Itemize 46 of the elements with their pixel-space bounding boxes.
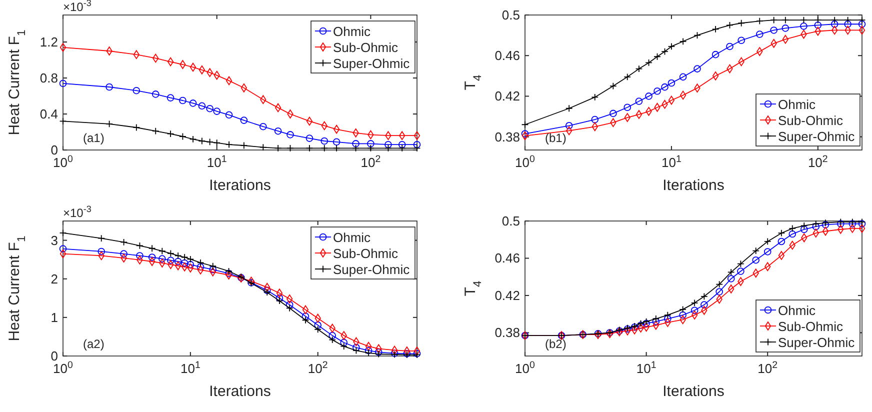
y-tick-label: 0.38 (494, 325, 520, 340)
annotation: (a1) (83, 131, 104, 145)
x-tick-label: 10$^{1}$ (662, 154, 682, 170)
annotation: (b2) (545, 337, 566, 351)
y-tick-label: 0.5 (502, 8, 520, 22)
y-tick-label: 1 (50, 310, 58, 325)
y-tick-label: 0.42 (494, 88, 520, 104)
x-tick-label: 10$^{2}$ (758, 360, 778, 376)
text: ×10$^{-3}$ (63, 204, 92, 220)
legend-label: Ohmic (778, 97, 816, 112)
y-tick-label: 1.2 (40, 34, 58, 50)
y-tick-label: 3 (50, 232, 58, 248)
legend-label: Sub-Ohmic (778, 319, 844, 334)
annotation: (b1) (545, 131, 566, 145)
x-tick-label: 10$^{0}$ (515, 360, 536, 376)
x-axis-title: Iterations (209, 383, 271, 400)
x-tick-label: 10$^{1}$ (636, 360, 656, 376)
y-tick-label: 0.38 (494, 129, 520, 144)
x-tick-label: 10$^{0}$ (515, 154, 536, 170)
legend-label: Sub-Ohmic (333, 246, 399, 261)
legend-label: Ohmic (333, 24, 372, 39)
y-tick-label: 0.46 (494, 48, 520, 64)
x-tick-label: 10$^{2}$ (360, 154, 381, 170)
x-tick-label: 10$^{2}$ (308, 360, 328, 376)
y-tick-label: 0.5 (502, 214, 520, 228)
text: ×10$^{-3}$ (63, 0, 92, 14)
legend-label: Ohmic (778, 303, 816, 318)
legend-label: Super-Ohmic (778, 129, 856, 144)
y-tick-label: 0.42 (494, 288, 520, 303)
x-axis-title: Iterations (662, 177, 724, 194)
y-tick-label: 0.46 (494, 250, 520, 266)
legend-label: Sub-Ohmic (333, 40, 399, 55)
x-axis-title: Iterations (209, 177, 271, 194)
y-tick-label: 2 (50, 271, 58, 286)
x-tick-label: 10$^{2}$ (808, 154, 828, 170)
y-tick-label: 0.8 (40, 70, 58, 86)
x-axis-title: Iterations (662, 383, 724, 400)
x-tick-label: 10$^{1}$ (206, 154, 227, 170)
annotation: (a2) (83, 337, 104, 351)
legend-label: Ohmic (333, 230, 372, 245)
legend-label: Super-Ohmic (333, 56, 410, 71)
legend-label: Sub-Ohmic (778, 113, 844, 128)
y-tick-label: 0.4 (40, 106, 58, 122)
legend-label: Super-Ohmic (333, 262, 410, 277)
x-tick-label: 10$^{1}$ (180, 360, 200, 376)
legend-label: Super-Ohmic (778, 335, 856, 350)
